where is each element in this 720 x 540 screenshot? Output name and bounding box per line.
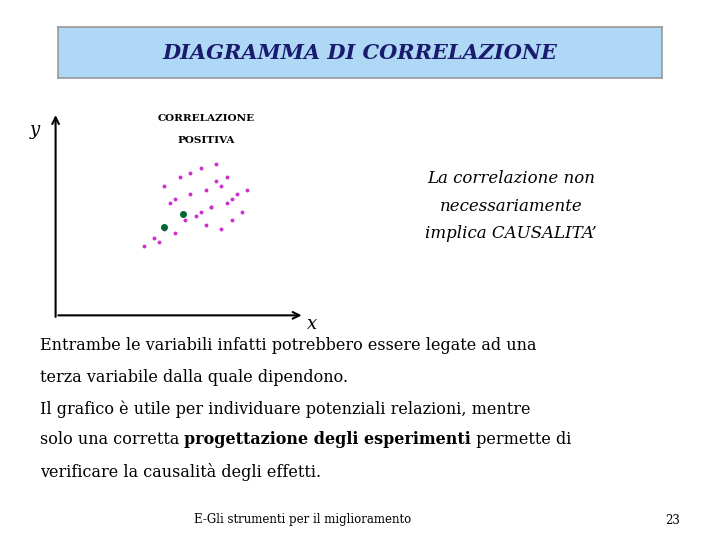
Text: y: y (30, 120, 40, 139)
Text: permette di: permette di (471, 431, 571, 448)
Point (221, 173, 233, 181)
Point (200, 186, 212, 194)
Text: DIAGRAMMA DI CORRELAZIONE: DIAGRAMMA DI CORRELAZIONE (163, 43, 557, 63)
Point (169, 194, 181, 203)
Text: progettazione degli esperimenti: progettazione degli esperimenti (184, 431, 471, 448)
Point (184, 168, 196, 177)
Point (158, 181, 170, 190)
Text: verificare la causalità degli effetti.: verificare la causalità degli effetti. (40, 463, 320, 481)
Text: solo una corretta: solo una corretta (40, 431, 184, 448)
Text: La correlazione non
necessariamente
implica CAUSALITA’: La correlazione non necessariamente impl… (426, 171, 597, 242)
Point (205, 203, 217, 212)
Point (236, 207, 248, 216)
Point (226, 216, 238, 225)
Point (190, 212, 202, 220)
Point (158, 225, 170, 233)
Point (195, 207, 207, 216)
Text: 23: 23 (665, 514, 680, 526)
Point (158, 222, 170, 231)
Point (200, 220, 212, 229)
Point (153, 238, 165, 246)
Point (216, 225, 228, 233)
Text: E-Gli strumenti per il miglioramento: E-Gli strumenti per il miglioramento (194, 514, 411, 526)
Point (195, 164, 207, 173)
Point (169, 229, 181, 238)
Point (164, 199, 176, 207)
Text: Entrambe le variabili infatti potrebbero essere legate ad una: Entrambe le variabili infatti potrebbero… (40, 338, 536, 354)
Point (242, 186, 253, 194)
Point (221, 199, 233, 207)
Point (205, 203, 217, 212)
Point (138, 242, 150, 251)
Text: terza variabile dalla quale dipendono.: terza variabile dalla quale dipendono. (40, 369, 348, 386)
Text: x: x (307, 315, 318, 333)
Point (216, 181, 228, 190)
Point (184, 190, 196, 199)
Point (231, 190, 243, 199)
Point (148, 233, 160, 242)
Point (210, 160, 222, 168)
Text: Il grafico è utile per individuare potenziali relazioni, mentre: Il grafico è utile per individuare poten… (40, 400, 530, 417)
Text: POSITIVA: POSITIVA (177, 136, 235, 145)
Point (210, 177, 222, 186)
Point (179, 216, 191, 225)
Point (177, 210, 189, 218)
Text: CORRELAZIONE: CORRELAZIONE (158, 114, 254, 124)
Point (226, 194, 238, 203)
Point (174, 173, 186, 181)
